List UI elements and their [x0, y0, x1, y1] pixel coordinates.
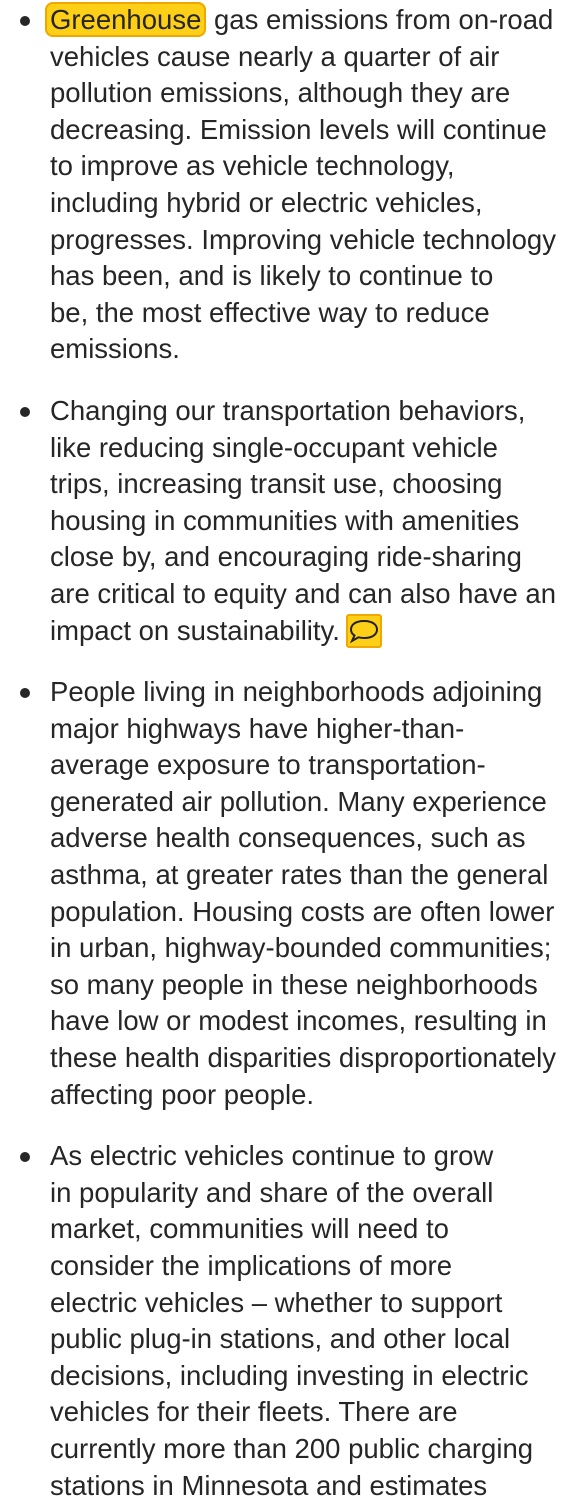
text-line: has been, and is likely to continue to — [50, 258, 584, 295]
text: decisions, including investing in electr… — [50, 1359, 529, 1391]
comment-icon[interactable] — [345, 613, 382, 648]
text-line: stations in Minnesota and estimates — [50, 1468, 584, 1504]
text: average exposure to transportation- — [50, 749, 486, 781]
text-line: to improve as vehicle technology, — [50, 148, 584, 185]
text-line: trips, increasing transit use, choosing — [50, 466, 584, 503]
text-line: population. Housing costs are often lowe… — [50, 894, 584, 931]
text-line: are critical to equity and can also have… — [50, 576, 584, 613]
text-line: impact on sustainability. — [50, 613, 584, 650]
text-line: pollution emissions, although they are — [50, 75, 584, 112]
text: vehicles for their fleets. There are — [50, 1396, 458, 1428]
page: Greenhouse gas emissions from on-road veh… — [20, 2, 556, 1501]
text: People living in neighborhoods adjoining — [50, 676, 543, 708]
text: housing in communities with amenities — [50, 504, 520, 536]
text: electric vehicles – whether to support — [50, 1286, 503, 1318]
text: trips, increasing transit use, choosing — [50, 468, 503, 500]
text-line: in urban, highway-bounded communities; — [50, 930, 584, 967]
text-line: People living in neighborhoods adjoining — [50, 674, 584, 711]
text: As electric vehicles continue to grow — [50, 1140, 494, 1172]
text-line: As electric vehicles continue to grow — [50, 1138, 584, 1175]
text: vehicles cause nearly a quarter of air — [50, 40, 500, 72]
text-line: vehicles cause nearly a quarter of air — [50, 39, 584, 76]
bullet-dot — [20, 688, 30, 699]
text-line: generated air pollution. Many experience — [50, 784, 584, 821]
text: adverse health consequences, such as — [50, 822, 526, 854]
text-line: including hybrid or electric vehicles, — [50, 185, 584, 222]
text: stations in Minnesota and estimates — [50, 1469, 488, 1501]
text-line: adverse health consequences, such as — [50, 820, 584, 857]
text: in popularity and share of the overall — [50, 1176, 494, 1208]
text: emissions. — [50, 333, 180, 365]
text: has been, and is likely to continue to — [50, 260, 494, 292]
text: these health disparities disproportionat… — [50, 1042, 556, 1074]
text-line: asthma, at greater rates than the genera… — [50, 857, 584, 894]
text: like reducing single-occupant vehicle — [50, 431, 498, 463]
bullet-dot — [20, 16, 30, 26]
text: gas emissions from on-road — [206, 4, 554, 35]
text: so many people in these neighborhoods — [50, 968, 538, 1000]
bullet-dot — [20, 406, 30, 417]
bullet-item: As electric vehicles continue to grow in … — [0, 1138, 584, 1504]
text: pollution emissions, although they are — [50, 77, 511, 109]
text: have low or modest incomes, resulting in — [50, 1005, 547, 1037]
text: market, communities will need to — [50, 1213, 449, 1245]
text: are critical to equity and can also have… — [50, 577, 556, 609]
text-line: Greenhouse gas emissions from on-road — [45, 2, 584, 39]
text: population. Housing costs are often lowe… — [50, 895, 555, 927]
text-line: Changing our transportation behaviors, — [50, 393, 584, 430]
text-line: be, the most effective way to reduce — [50, 295, 584, 332]
text: currently more than 200 public charging — [50, 1432, 534, 1464]
bullet-dot — [20, 1152, 30, 1163]
text: public plug-in stations, and other local — [50, 1323, 511, 1355]
text: impact on sustainability. — [50, 614, 340, 646]
text: close by, and encouraging ride-sharing — [50, 541, 522, 573]
text-line: these health disparities disproportionat… — [50, 1040, 584, 1077]
text-line: average exposure to transportation- — [50, 747, 584, 784]
highlighted-word[interactable]: Greenhouse — [45, 2, 207, 37]
text: affecting poor people. — [50, 1078, 315, 1110]
text-line: decreasing. Emission levels will continu… — [50, 112, 584, 149]
text: major highways have higher-than- — [50, 712, 465, 744]
text-line: close by, and encouraging ride-sharing — [50, 539, 584, 576]
text-line: so many people in these neighborhoods — [50, 967, 584, 1004]
text: to improve as vehicle technology, — [50, 150, 455, 182]
text-line: electric vehicles – whether to support — [50, 1285, 584, 1322]
text-line: emissions. — [50, 331, 584, 368]
bullet-item: People living in neighborhoods adjoining… — [0, 674, 584, 1113]
bullet-item: Greenhouse gas emissions from on-road veh… — [0, 2, 584, 368]
text-line: in popularity and share of the overall — [50, 1175, 584, 1212]
text-line: have low or modest incomes, resulting in — [50, 1003, 584, 1040]
text-line: consider the implications of more — [50, 1248, 584, 1285]
bullet-item: Changing our transportation behaviors, li… — [0, 393, 584, 649]
text: generated air pollution. Many experience — [50, 785, 547, 817]
text-line: vehicles for their fleets. There are — [50, 1394, 584, 1431]
text-line: progresses. Improving vehicle technology — [50, 222, 584, 259]
text: in urban, highway-bounded communities; — [50, 932, 552, 964]
text: Changing our transportation behaviors, — [50, 394, 526, 426]
text: be, the most effective way to reduce — [50, 296, 490, 328]
text: progresses. Improving vehicle technology — [50, 223, 556, 255]
text-line: decisions, including investing in electr… — [50, 1358, 584, 1395]
text-line: currently more than 200 public charging — [50, 1431, 584, 1468]
text: asthma, at greater rates than the genera… — [50, 859, 549, 891]
text: decreasing. Emission levels will continu… — [50, 113, 547, 145]
text-line: affecting poor people. — [50, 1077, 584, 1114]
text-line: housing in communities with amenities — [50, 503, 584, 540]
text-line: market, communities will need to — [50, 1211, 584, 1248]
text-line: major highways have higher-than- — [50, 711, 584, 748]
text-line: public plug-in stations, and other local — [50, 1321, 584, 1358]
text: consider the implications of more — [50, 1250, 452, 1281]
text-line: like reducing single-occupant vehicle — [50, 430, 584, 467]
text: including hybrid or electric vehicles, — [50, 186, 483, 218]
